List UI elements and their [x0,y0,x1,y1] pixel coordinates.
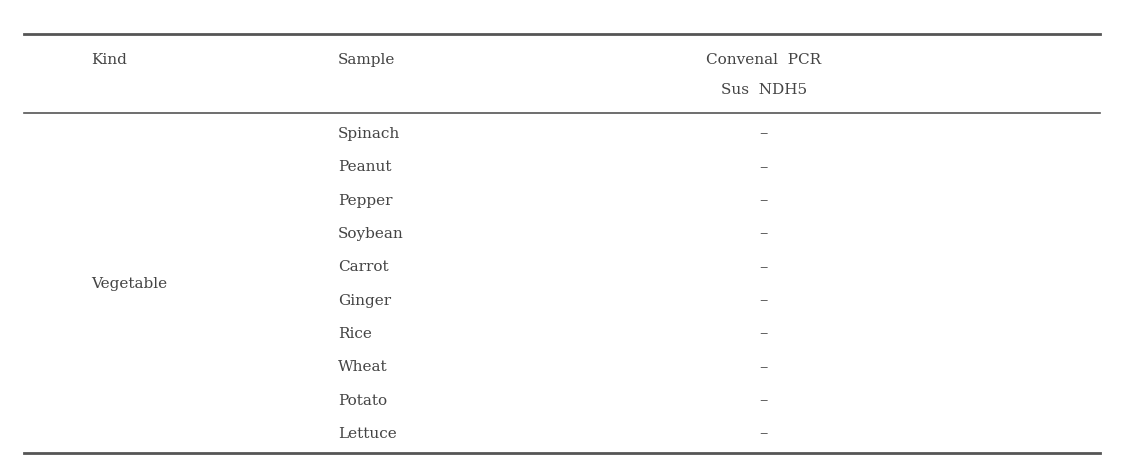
Text: –: – [760,326,768,343]
Text: –: – [760,192,768,209]
Text: Rice: Rice [337,327,372,341]
Text: Pepper: Pepper [337,194,392,208]
Text: Potato: Potato [337,394,387,408]
Text: Sus  NDH5: Sus NDH5 [720,83,807,97]
Text: Ginger: Ginger [337,294,391,307]
Text: –: – [760,259,768,276]
Text: Vegetable: Vegetable [91,277,167,291]
Text: Peanut: Peanut [337,161,391,174]
Text: –: – [760,359,768,376]
Text: Sample: Sample [337,52,396,66]
Text: Lettuce: Lettuce [337,427,397,441]
Text: –: – [760,425,768,443]
Text: –: – [760,392,768,409]
Text: Soybean: Soybean [337,227,404,241]
Text: Kind: Kind [91,52,127,66]
Text: Carrot: Carrot [337,260,389,274]
Text: –: – [760,226,768,242]
Text: Wheat: Wheat [337,360,388,374]
Text: Convenal  PCR: Convenal PCR [706,52,822,66]
Text: –: – [760,159,768,176]
Text: Spinach: Spinach [337,127,400,141]
Text: –: – [760,125,768,142]
Text: –: – [760,292,768,309]
